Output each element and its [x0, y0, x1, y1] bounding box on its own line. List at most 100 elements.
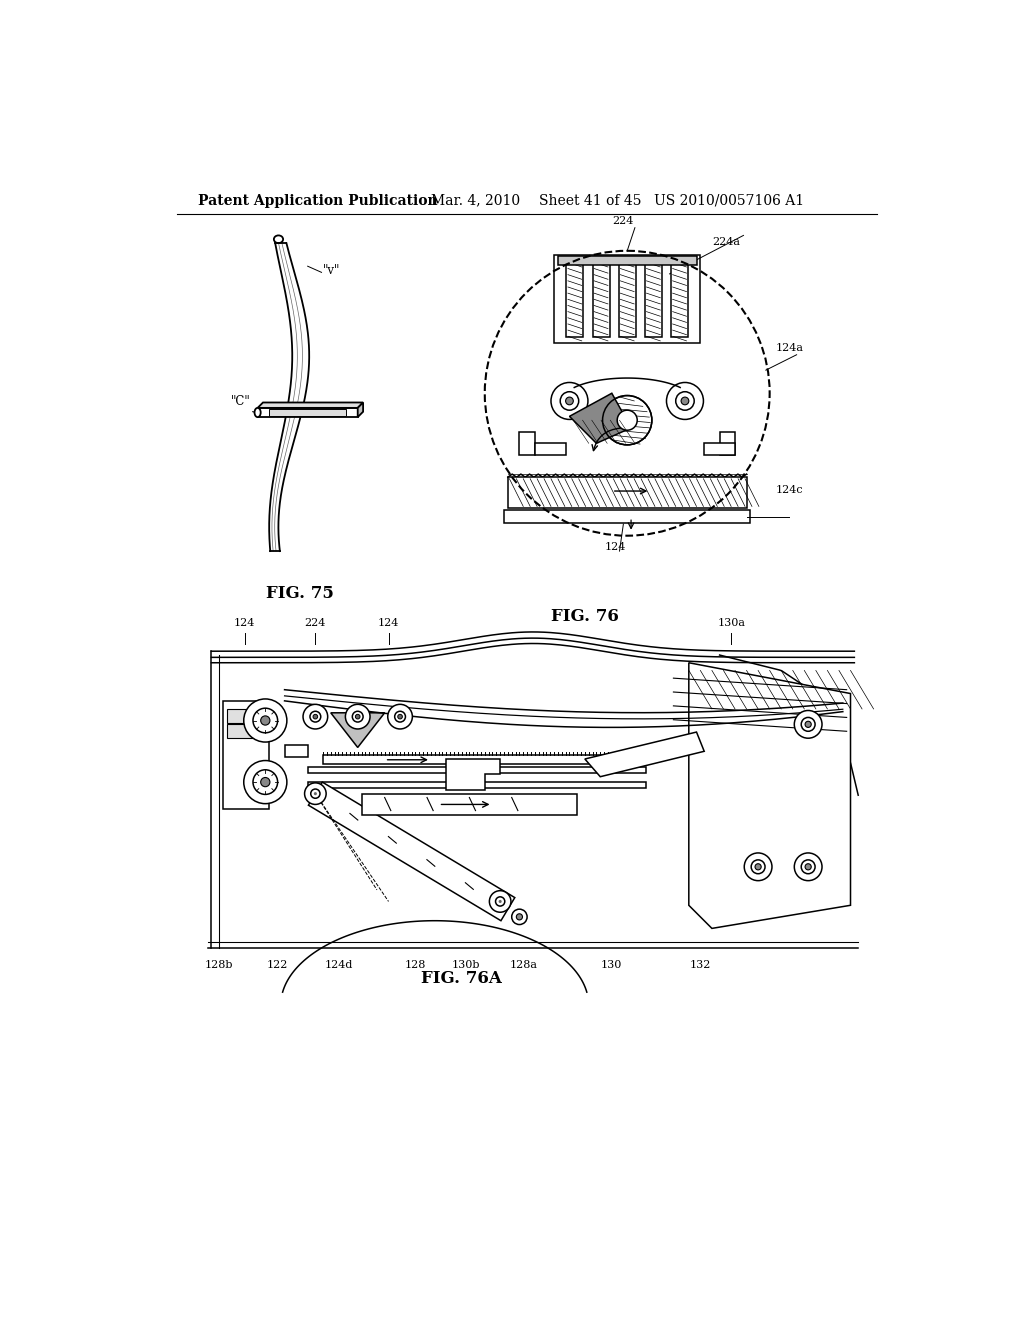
Circle shape	[388, 705, 413, 729]
Circle shape	[752, 859, 765, 874]
Circle shape	[499, 900, 502, 903]
Text: 130: 130	[601, 961, 623, 970]
Bar	[508, 478, 746, 508]
Text: 124c: 124c	[776, 486, 804, 495]
Circle shape	[313, 714, 317, 719]
Text: 128: 128	[404, 961, 426, 970]
Circle shape	[805, 721, 811, 727]
Circle shape	[560, 392, 579, 411]
Circle shape	[801, 718, 815, 731]
Text: 224: 224	[612, 216, 634, 226]
Bar	[671, 261, 688, 337]
Bar	[226, 725, 265, 738]
Circle shape	[394, 711, 406, 722]
Bar	[307, 767, 646, 774]
Text: FIG. 76: FIG. 76	[551, 609, 618, 626]
Bar	[618, 261, 636, 337]
Text: FIG. 76A: FIG. 76A	[421, 970, 502, 987]
Circle shape	[261, 715, 270, 725]
Bar	[223, 701, 269, 809]
Text: 130a: 130a	[717, 618, 745, 628]
Text: FIG. 75: FIG. 75	[266, 585, 334, 602]
Circle shape	[303, 705, 328, 729]
Circle shape	[565, 397, 573, 405]
Text: Patent Application Publication: Patent Application Publication	[199, 194, 438, 207]
Circle shape	[304, 783, 326, 804]
Circle shape	[397, 714, 402, 719]
Text: 124a: 124a	[776, 343, 804, 352]
Circle shape	[484, 251, 770, 536]
Polygon shape	[689, 663, 851, 928]
Bar	[720, 432, 735, 455]
Circle shape	[352, 711, 364, 722]
Polygon shape	[569, 393, 631, 444]
Circle shape	[681, 397, 689, 405]
Circle shape	[244, 760, 287, 804]
Text: "C": "C"	[230, 395, 251, 408]
Bar	[566, 261, 584, 337]
Circle shape	[602, 396, 652, 445]
Text: 128a: 128a	[509, 961, 538, 970]
Ellipse shape	[255, 408, 261, 417]
Bar	[554, 255, 700, 343]
Bar	[504, 510, 751, 523]
Circle shape	[355, 714, 360, 719]
Circle shape	[617, 411, 637, 430]
Circle shape	[801, 859, 815, 874]
Text: 124: 124	[605, 541, 627, 552]
Bar	[519, 432, 535, 455]
Text: US 2010/0057106 A1: US 2010/0057106 A1	[654, 194, 804, 207]
Circle shape	[261, 777, 270, 787]
Circle shape	[667, 383, 703, 420]
Circle shape	[310, 789, 319, 799]
Text: 124d: 124d	[325, 961, 352, 970]
Circle shape	[244, 700, 287, 742]
Bar	[558, 256, 696, 265]
Text: 224a: 224a	[712, 236, 740, 247]
Circle shape	[755, 863, 761, 870]
Circle shape	[496, 896, 505, 906]
Bar	[705, 444, 735, 455]
Bar	[323, 755, 615, 764]
Text: 122: 122	[266, 961, 288, 970]
Text: Sheet 41 of 45: Sheet 41 of 45	[539, 194, 641, 207]
Text: Mar. 4, 2010: Mar. 4, 2010	[431, 194, 520, 207]
Bar	[535, 444, 565, 455]
Text: 132: 132	[690, 961, 711, 970]
Polygon shape	[258, 403, 364, 408]
Polygon shape	[357, 403, 364, 417]
Circle shape	[489, 891, 511, 912]
Ellipse shape	[273, 235, 283, 243]
Text: 130b: 130b	[452, 961, 480, 970]
Polygon shape	[446, 759, 500, 789]
Bar	[285, 744, 307, 758]
Circle shape	[253, 708, 278, 733]
Bar	[208, 640, 858, 952]
Text: 124: 124	[233, 618, 255, 628]
Polygon shape	[331, 713, 385, 747]
Bar	[645, 261, 662, 337]
Bar	[307, 781, 646, 788]
Bar	[593, 261, 609, 337]
Polygon shape	[308, 781, 515, 921]
Circle shape	[253, 770, 278, 795]
Bar	[361, 793, 578, 816]
Bar	[226, 709, 265, 723]
Circle shape	[744, 853, 772, 880]
Text: "v": "v"	[323, 264, 340, 277]
Bar	[269, 409, 346, 416]
Circle shape	[345, 705, 370, 729]
Circle shape	[795, 853, 822, 880]
Circle shape	[676, 392, 694, 411]
Polygon shape	[585, 733, 705, 776]
Circle shape	[795, 710, 822, 738]
Circle shape	[805, 863, 811, 870]
Bar	[258, 408, 357, 417]
Text: 124: 124	[378, 618, 399, 628]
Circle shape	[313, 792, 316, 795]
Circle shape	[516, 913, 522, 920]
Text: 224: 224	[305, 618, 326, 628]
Circle shape	[512, 909, 527, 924]
Text: 128b: 128b	[205, 961, 233, 970]
Circle shape	[310, 711, 321, 722]
